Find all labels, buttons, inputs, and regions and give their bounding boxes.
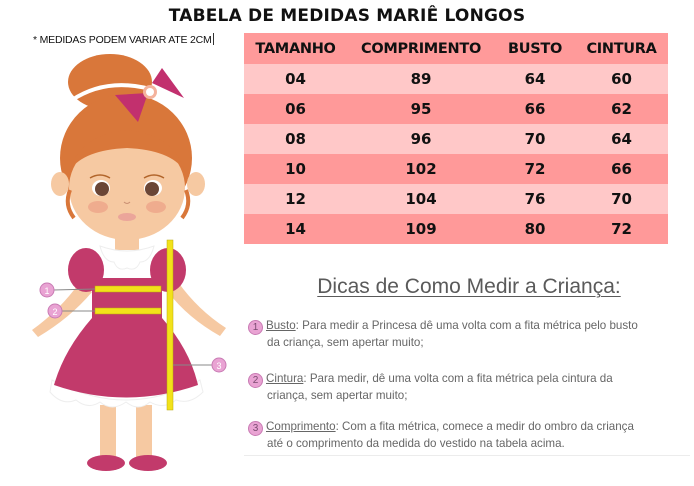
mouth-icon: [118, 213, 136, 221]
tip-text: : Para medir, dê uma volta com a fita mé…: [303, 372, 613, 385]
cell-waist: 60: [575, 64, 668, 94]
hair-bow-icon: [115, 68, 184, 122]
table-row: 10 102 72 66: [244, 154, 668, 184]
tip-term: Busto: [266, 319, 296, 332]
page-title: TABELA DE MEDIDAS MARIÊ LONGOS: [168, 6, 526, 26]
tip-text: : Com a fita métrica, comece a medir do …: [335, 420, 634, 433]
tip-text-continued: até o comprimento da medida do vestido n…: [267, 437, 565, 450]
header-cintura: CINTURA: [575, 33, 668, 64]
divider: [244, 455, 690, 456]
cell-bust: 72: [495, 154, 575, 184]
marker-3-icon: 3: [211, 357, 227, 373]
cell-length: 96: [347, 124, 495, 154]
cell-size: 12: [244, 184, 347, 214]
number-badge-2-icon: 2: [248, 373, 263, 388]
cell-bust: 70: [495, 124, 575, 154]
tip-text-continued: criança, sem apertar muito;: [267, 389, 408, 402]
svg-text:3: 3: [216, 361, 221, 371]
cell-size: 08: [244, 124, 347, 154]
cell-size: 14: [244, 214, 347, 244]
number-badge-3-icon: 3: [248, 421, 263, 436]
cell-bust: 66: [495, 94, 575, 124]
table-row: 12 104 76 70: [244, 184, 668, 214]
cell-bust: 80: [495, 214, 575, 244]
measurement-note: * MEDIDAS PODEM VARIAR ATE 2CM: [33, 33, 214, 46]
cell-length: 102: [347, 154, 495, 184]
svg-text:2: 2: [52, 307, 57, 317]
number-badge-1-icon: 1: [248, 320, 263, 335]
cell-bust: 64: [495, 64, 575, 94]
table-row: 04 89 64 60: [244, 64, 668, 94]
cell-size: 06: [244, 94, 347, 124]
cell-length: 89: [347, 64, 495, 94]
cell-waist: 64: [575, 124, 668, 154]
cell-length: 95: [347, 94, 495, 124]
tip-term: Cintura: [266, 372, 304, 385]
cell-bust: 76: [495, 184, 575, 214]
svg-text:1: 1: [44, 286, 49, 296]
tip-waist: 2 Cintura: Para medir, dê uma volta com a…: [248, 371, 688, 403]
cell-waist: 72: [575, 214, 668, 244]
legs-icon: [87, 405, 167, 471]
tip-text: : Para medir a Princesa dê uma volta com…: [295, 319, 638, 332]
marker-2-icon: 2: [47, 303, 63, 319]
cell-waist: 62: [575, 94, 668, 124]
table-row: 08 96 70 64: [244, 124, 668, 154]
tip-bust: 1 Busto: Para medir a Princesa dê uma vol…: [248, 318, 688, 350]
collar-icon: [99, 245, 155, 270]
dress-bodice-icon: [92, 278, 162, 322]
size-table: TAMANHO COMPRIMENTO BUSTO CINTURA 04 89 …: [244, 33, 668, 244]
table-row: 06 95 66 62: [244, 94, 668, 124]
header-busto: BUSTO: [495, 33, 575, 64]
cell-waist: 66: [575, 154, 668, 184]
header-comprimento: COMPRIMENTO: [347, 33, 495, 64]
eyes-icon: [89, 174, 165, 196]
dress-skirt-icon: [54, 318, 198, 398]
marker-1-icon: 1: [39, 282, 55, 298]
header-tamanho: TAMANHO: [244, 33, 347, 64]
cell-size: 04: [244, 64, 347, 94]
tips-title: Dicas de Como Medir a Criança:: [317, 275, 621, 298]
face-icon: [69, 136, 185, 240]
cell-length: 104: [347, 184, 495, 214]
cell-length: 109: [347, 214, 495, 244]
girl-illustration: 1 2 3: [32, 54, 227, 471]
text-cursor: [212, 33, 214, 45]
cell-size: 10: [244, 154, 347, 184]
table-row: 14 109 80 72: [244, 214, 668, 244]
tip-text-continued: da criança, sem apertar muito;: [267, 336, 424, 349]
table-header-row: TAMANHO COMPRIMENTO BUSTO CINTURA: [244, 33, 668, 64]
cell-waist: 70: [575, 184, 668, 214]
tip-term: Comprimento: [266, 420, 336, 433]
tip-length: 3 Comprimento: Com a fita métrica, comece…: [248, 419, 688, 451]
note-text: * MEDIDAS PODEM VARIAR ATE 2CM: [33, 34, 212, 46]
